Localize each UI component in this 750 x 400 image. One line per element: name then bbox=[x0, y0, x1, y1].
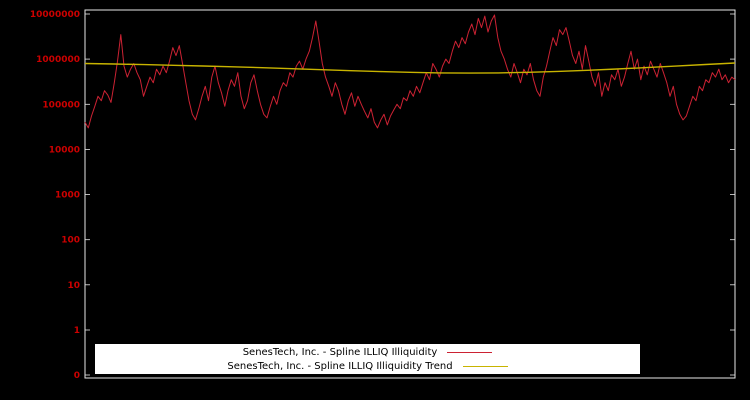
y-tick-label: 10000 bbox=[49, 145, 80, 155]
y-tick-label: 0 bbox=[74, 371, 80, 381]
legend-label-trend: SenesTech, Inc. - Spline ILLIQ Illiquidi… bbox=[227, 360, 453, 372]
y-tick-label: 10000000 bbox=[30, 10, 80, 20]
y-tick-label: 10 bbox=[67, 281, 80, 291]
y-tick-label: 100000 bbox=[42, 100, 80, 110]
y-tick-label: 1 bbox=[74, 326, 80, 336]
legend-item-trend: SenesTech, Inc. - Spline ILLIQ Illiquidi… bbox=[95, 360, 640, 373]
legend-swatch-illiquidity-line bbox=[447, 351, 493, 353]
series-line bbox=[84, 62, 736, 74]
y-axis-ticks bbox=[85, 13, 735, 376]
series-line bbox=[84, 14, 736, 129]
y-tick-label: 1000000 bbox=[36, 55, 80, 65]
legend-item-illiquidity: SenesTech, Inc. - Spline ILLIQ Illiquidi… bbox=[95, 346, 640, 359]
legend-swatch-trend-line bbox=[462, 365, 508, 367]
y-tick-label: 100 bbox=[61, 236, 80, 246]
series-lines bbox=[84, 14, 736, 129]
plot-frame bbox=[84, 9, 736, 379]
legend-label-illiquidity: SenesTech, Inc. - Spline ILLIQ Illiquidi… bbox=[242, 346, 438, 358]
legend: SenesTech, Inc. - Spline ILLIQ Illiquidi… bbox=[95, 344, 640, 374]
y-tick-label: 1000 bbox=[55, 191, 80, 201]
